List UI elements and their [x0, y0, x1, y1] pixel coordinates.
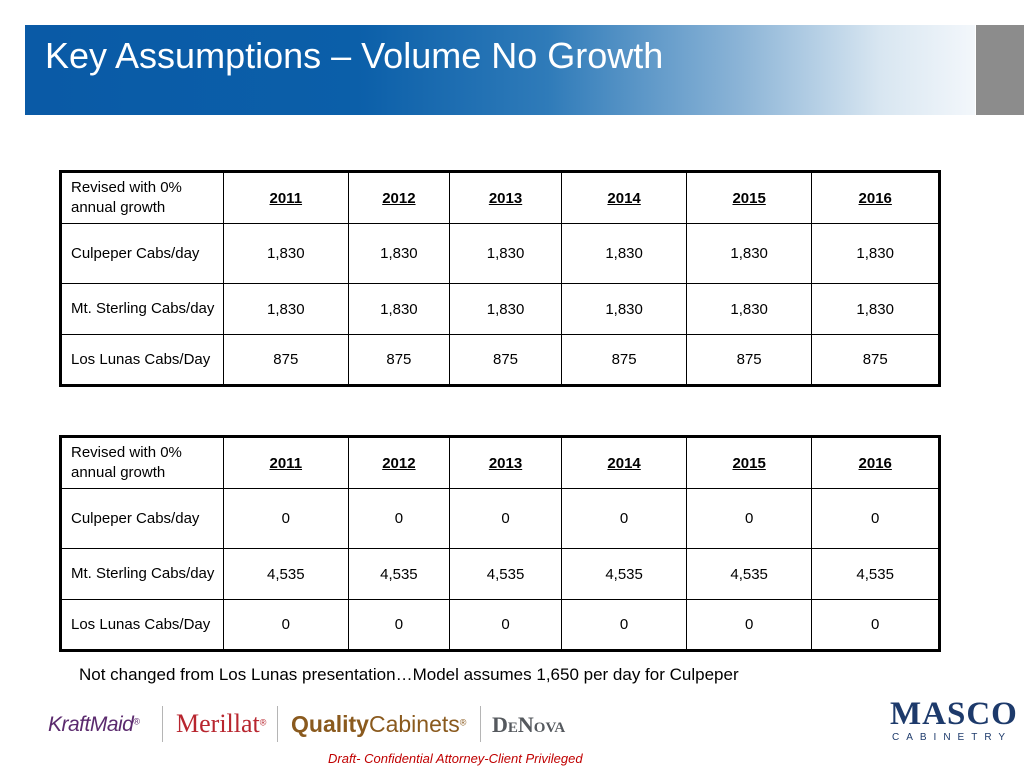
table-cell: 4,535: [685, 548, 813, 600]
table-row: Mt. Sterling Cabs/day 1,830 1,830 1,830 …: [60, 283, 940, 335]
logo-divider: [480, 706, 481, 742]
table-cell: 4,535: [348, 548, 450, 600]
logo-divider: [162, 706, 163, 742]
denova-logo: DeNova: [492, 712, 565, 738]
table-cell: 1,830: [811, 223, 940, 284]
table-cell: 0: [811, 488, 940, 549]
year-header: 2011: [222, 171, 350, 224]
row-label: Culpeper Cabs/day: [60, 223, 224, 284]
masco-cabinetry-logo: MASCO CABINETRY: [888, 696, 1017, 746]
row-label: Culpeper Cabs/day: [60, 488, 224, 549]
volume-table-1: Revised with 0% annual growth 2011 2012 …: [59, 170, 941, 387]
kraftmaid-wordmark: KraftMaid: [48, 713, 134, 736]
quality-registered-mark: ®: [459, 717, 467, 728]
table-cell: 1,830: [348, 283, 450, 335]
table-cell: 1,830: [348, 223, 450, 284]
row-label: Mt. Sterling Cabs/day: [60, 548, 224, 600]
volume-table-2: Revised with 0% annual growth 2011 2012 …: [59, 435, 941, 652]
year-header: 2016: [811, 171, 940, 224]
year-header: 2011: [222, 436, 350, 489]
table-cell: 1,830: [561, 283, 687, 335]
table-cell: 0: [685, 488, 813, 549]
merillat-logo: Merillat®: [176, 709, 266, 739]
table-cell: 875: [448, 334, 563, 386]
year-header: 2012: [348, 436, 450, 489]
table-cell: 875: [685, 334, 813, 386]
table-cell: 0: [561, 599, 687, 651]
table-cell: 0: [811, 599, 940, 651]
year-header: 2015: [685, 436, 813, 489]
assumption-note: Not changed from Los Lunas presentation……: [79, 665, 739, 684]
confidential-footer: Draft- Confidential Attorney-Client Priv…: [328, 751, 583, 766]
kraftmaid-logo: KraftMaid®: [48, 713, 140, 737]
row-label: Mt. Sterling Cabs/day: [60, 283, 224, 335]
table-cell: 4,535: [448, 548, 563, 600]
table-cell: 0: [448, 599, 563, 651]
year-header: 2014: [561, 171, 687, 224]
denova-wordmark: DeNova: [492, 712, 566, 737]
table-cell: 1,830: [811, 283, 940, 335]
cabinets-wordmark: Cabinets: [368, 711, 460, 737]
table-cell: 0: [448, 488, 563, 549]
header-label: Revised with 0% annual growth: [60, 171, 224, 224]
merillat-wordmark: Merillat: [176, 709, 260, 738]
title-banner: Key Assumptions – Volume No Growth: [25, 25, 975, 115]
table-cell: 4,535: [222, 548, 350, 600]
table-header-row: Revised with 0% annual growth 2011 2012 …: [60, 436, 940, 489]
table-header-row: Revised with 0% annual growth 2011 2012 …: [60, 171, 940, 224]
quality-cabinets-logo: QualityCabinets®: [291, 711, 466, 738]
logo-divider: [277, 706, 278, 742]
table-cell: 0: [348, 599, 450, 651]
masco-wordmark: MASCO: [890, 696, 1018, 732]
year-header: 2016: [811, 436, 940, 489]
table-row: Los Lunas Cabs/Day 0 0 0 0 0 0: [60, 599, 940, 651]
table-cell: 1,830: [448, 283, 563, 335]
year-header: 2013: [448, 436, 563, 489]
kraftmaid-registered-mark: ®: [133, 716, 141, 727]
table-cell: 1,830: [685, 223, 813, 284]
year-header: 2014: [561, 436, 687, 489]
merillat-registered-mark: ®: [259, 717, 267, 728]
table-cell: 0: [222, 488, 350, 549]
table-cell: 0: [561, 488, 687, 549]
table-cell: 1,830: [222, 283, 350, 335]
table-cell: 0: [348, 488, 450, 549]
year-header: 2013: [448, 171, 563, 224]
table-cell: 4,535: [561, 548, 687, 600]
year-header: 2012: [348, 171, 450, 224]
table-cell: 875: [561, 334, 687, 386]
row-label: Los Lunas Cabs/Day: [60, 599, 224, 651]
header-label: Revised with 0% annual growth: [60, 436, 224, 489]
table-cell: 0: [222, 599, 350, 651]
brand-logo-strip: KraftMaid® Merillat® QualityCabinets® De…: [48, 702, 608, 750]
table-cell: 1,830: [685, 283, 813, 335]
table-row: Los Lunas Cabs/Day 875 875 875 875 875 8…: [60, 334, 940, 386]
corner-accent-block: [976, 25, 1024, 115]
slide-title: Key Assumptions – Volume No Growth: [45, 35, 664, 76]
table-row: Culpeper Cabs/day 0 0 0 0 0 0: [60, 488, 940, 549]
table-cell: 875: [348, 334, 450, 386]
table-cell: 0: [685, 599, 813, 651]
table-row: Mt. Sterling Cabs/day 4,535 4,535 4,535 …: [60, 548, 940, 600]
year-header: 2015: [685, 171, 813, 224]
table-cell: 4,535: [811, 548, 940, 600]
row-label: Los Lunas Cabs/Day: [60, 334, 224, 386]
table-cell: 875: [222, 334, 350, 386]
table-cell: 875: [811, 334, 940, 386]
table-cell: 1,830: [222, 223, 350, 284]
quality-wordmark: Quality: [291, 711, 369, 737]
table-cell: 1,830: [448, 223, 563, 284]
table-row: Culpeper Cabs/day 1,830 1,830 1,830 1,83…: [60, 223, 940, 284]
table-cell: 1,830: [561, 223, 687, 284]
cabinetry-wordmark: CABINETRY: [892, 732, 1013, 743]
